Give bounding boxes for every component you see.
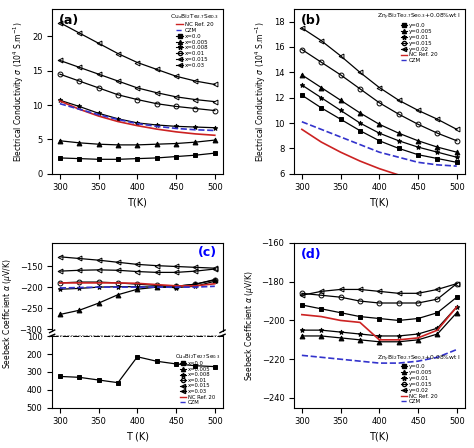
Legend: NC Ref. 20, CZM, x=0.0, x=0.005, x=0.008, x=0.01, x=0.015, x=0.03: NC Ref. 20, CZM, x=0.0, x=0.005, x=0.008… xyxy=(169,11,221,69)
Y-axis label: Seebeck Coefficient $\alpha$ ($\mu$V/K): Seebeck Coefficient $\alpha$ ($\mu$V/K) xyxy=(243,270,256,381)
Y-axis label: Electrical Conductivity $\sigma$ (10$^4$ S.m$^{-1}$): Electrical Conductivity $\sigma$ (10$^4$… xyxy=(12,21,27,162)
Legend: x=0.0, x=0.005, x=0.008, x=0.01, x=0.015, x=0.03, NC Ref. 20, CZM: x=0.0, x=0.005, x=0.008, x=0.01, x=0.015… xyxy=(173,351,221,406)
X-axis label: T(K): T(K) xyxy=(369,198,389,208)
X-axis label: T(K): T(K) xyxy=(369,432,389,442)
Text: (b): (b) xyxy=(301,14,321,27)
Legend: y=0.0, y=0.005, y=0.01, y=0.015, y=0.02, NC Ref. 20, CZM: y=0.0, y=0.005, y=0.01, y=0.015, y=0.02,… xyxy=(375,11,463,65)
X-axis label: T(K): T(K) xyxy=(128,198,147,208)
Legend: y=0.0, y=0.005, y=0.01, y=0.015, y=0.02, NC Ref. 20, CZM: y=0.0, y=0.005, y=0.01, y=0.015, y=0.02,… xyxy=(375,352,463,406)
Text: Seebeck Coefficient $\alpha$ ($\mu$V/K): Seebeck Coefficient $\alpha$ ($\mu$V/K) xyxy=(0,258,14,369)
X-axis label: T (K): T (K) xyxy=(126,432,149,442)
Text: (c): (c) xyxy=(198,246,218,258)
Y-axis label: Electrical Conductivity $\sigma$ (10$^4$ S.m$^{-1}$): Electrical Conductivity $\sigma$ (10$^4$… xyxy=(254,21,268,162)
Text: (a): (a) xyxy=(59,14,79,27)
Text: (d): (d) xyxy=(301,248,321,261)
